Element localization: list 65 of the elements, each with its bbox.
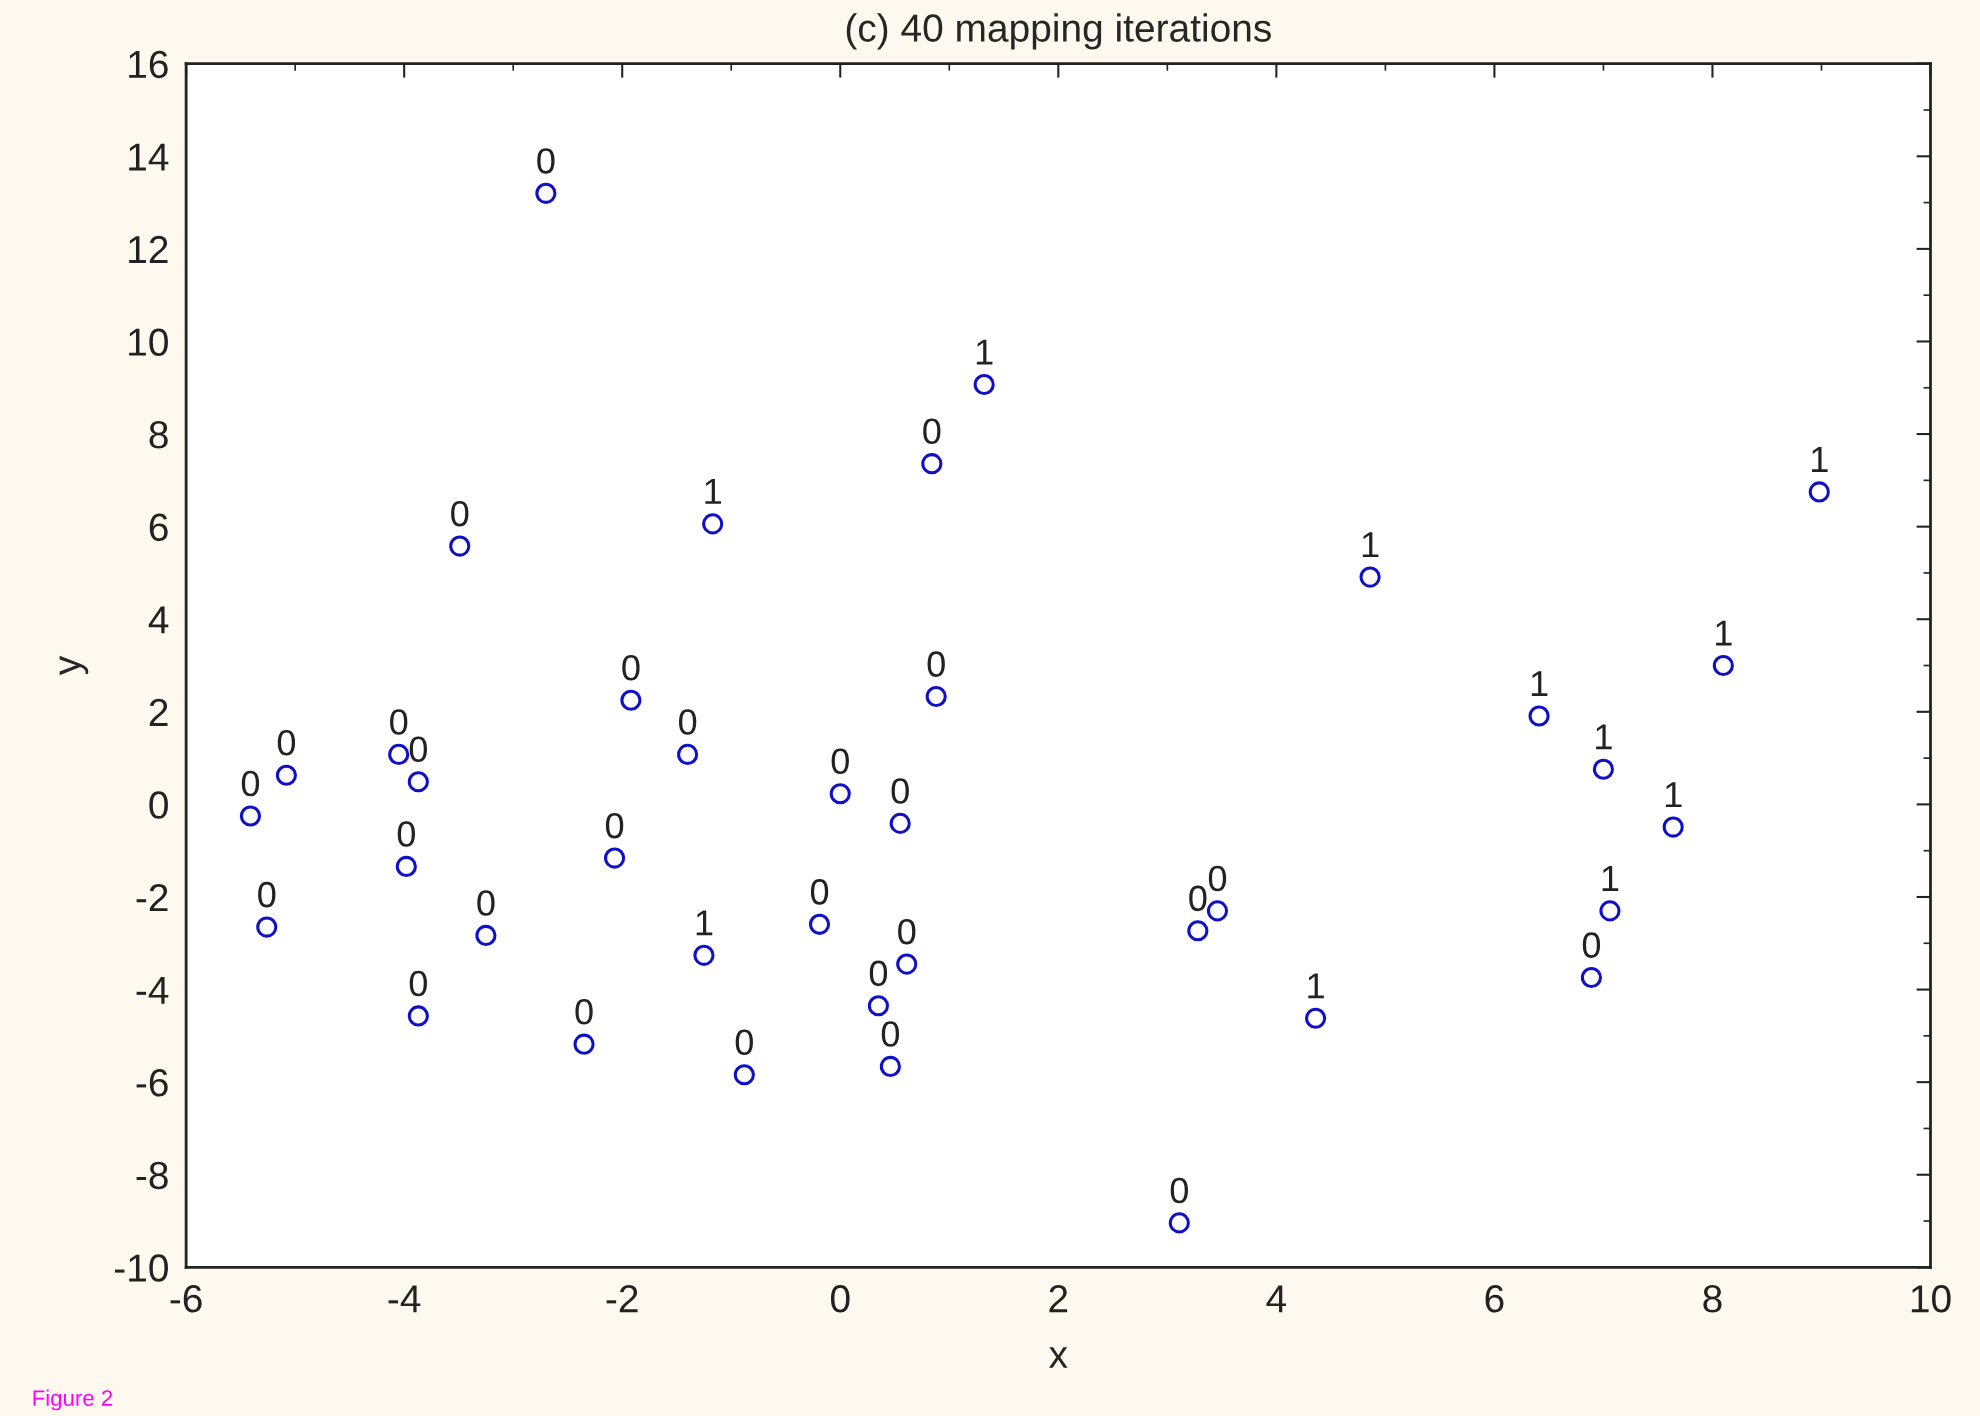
- annotation: 0: [409, 970, 427, 997]
- annotation: 0: [605, 812, 624, 839]
- annotation: 0: [575, 998, 593, 1025]
- x-axis-title: x: [1049, 1347, 1068, 1368]
- annotation: 0: [1189, 885, 1207, 912]
- annotation: 0: [1582, 932, 1601, 958]
- x-tick-label: 6: [1485, 1285, 1504, 1313]
- y-tick-label: -2: [136, 883, 168, 912]
- y-tick-label: 14: [129, 143, 169, 171]
- annotation: 1: [1362, 532, 1379, 558]
- x-tick-label: -6: [170, 1285, 202, 1313]
- annotation: 0: [622, 655, 640, 681]
- annotation: 0: [258, 881, 276, 908]
- annotation: 0: [679, 709, 697, 735]
- annotation: 1: [705, 479, 721, 504]
- annotation: 0: [831, 748, 849, 775]
- y-tick-label: 0: [149, 791, 168, 819]
- annotation: 0: [869, 960, 888, 987]
- annotation: 0: [810, 879, 829, 905]
- y-tick-label: 12: [129, 235, 168, 263]
- annotation: 0: [451, 500, 469, 527]
- annotation: 1: [1308, 973, 1324, 999]
- annotation: 0: [537, 148, 555, 174]
- annotation: 1: [696, 910, 713, 936]
- annotation: 1: [1596, 724, 1612, 750]
- y-tick-label: 10: [129, 328, 168, 356]
- annotation: 0: [477, 890, 495, 916]
- annotation: 0: [923, 418, 941, 445]
- annotation: 0: [891, 778, 909, 804]
- annotation: 1: [1812, 447, 1828, 472]
- annotation: 0: [397, 821, 415, 847]
- annotation: 1: [1665, 782, 1682, 808]
- x-tick-label: 8: [1703, 1285, 1722, 1313]
- annotation: 0: [927, 651, 945, 677]
- annotation: 0: [390, 709, 408, 735]
- y-axis-title: y: [59, 655, 89, 676]
- y-tick-label: -10: [114, 1254, 168, 1282]
- x-tick-label: -2: [606, 1285, 638, 1313]
- chart-title: (c) 40 mapping iterations: [846, 13, 1271, 50]
- annotation: 0: [409, 736, 427, 763]
- annotation: 0: [881, 1021, 900, 1047]
- x-tick-label: 0: [830, 1285, 850, 1313]
- annotation: 0: [1170, 1177, 1188, 1204]
- annotation: 0: [735, 1029, 753, 1056]
- annotation: 1: [1531, 671, 1548, 696]
- annotation: 1: [976, 339, 993, 365]
- annotation: 1: [1716, 620, 1732, 646]
- annotation: 0: [241, 770, 260, 797]
- y-tick-label: 4: [148, 606, 169, 634]
- y-tick-label: -6: [136, 1069, 168, 1097]
- annotation: 1: [1602, 866, 1619, 891]
- y-tick-label: 8: [149, 420, 168, 449]
- y-tick-label: 16: [129, 50, 168, 79]
- y-tick-label: 2: [149, 698, 168, 726]
- y-tick-label: -8: [136, 1161, 168, 1190]
- caption: Figure 2: [33, 1389, 113, 1411]
- x-tick-label: -4: [388, 1285, 421, 1313]
- x-tick-label: 2: [1049, 1285, 1068, 1313]
- annotation: 0: [898, 918, 916, 945]
- annotation: 0: [1208, 865, 1227, 892]
- x-tick-label: 10: [1911, 1285, 1951, 1313]
- annotation: 0: [277, 730, 296, 756]
- y-tick-label: -4: [136, 976, 169, 1004]
- x-tick-label: 4: [1266, 1285, 1287, 1313]
- y-tick-label: 6: [149, 513, 168, 542]
